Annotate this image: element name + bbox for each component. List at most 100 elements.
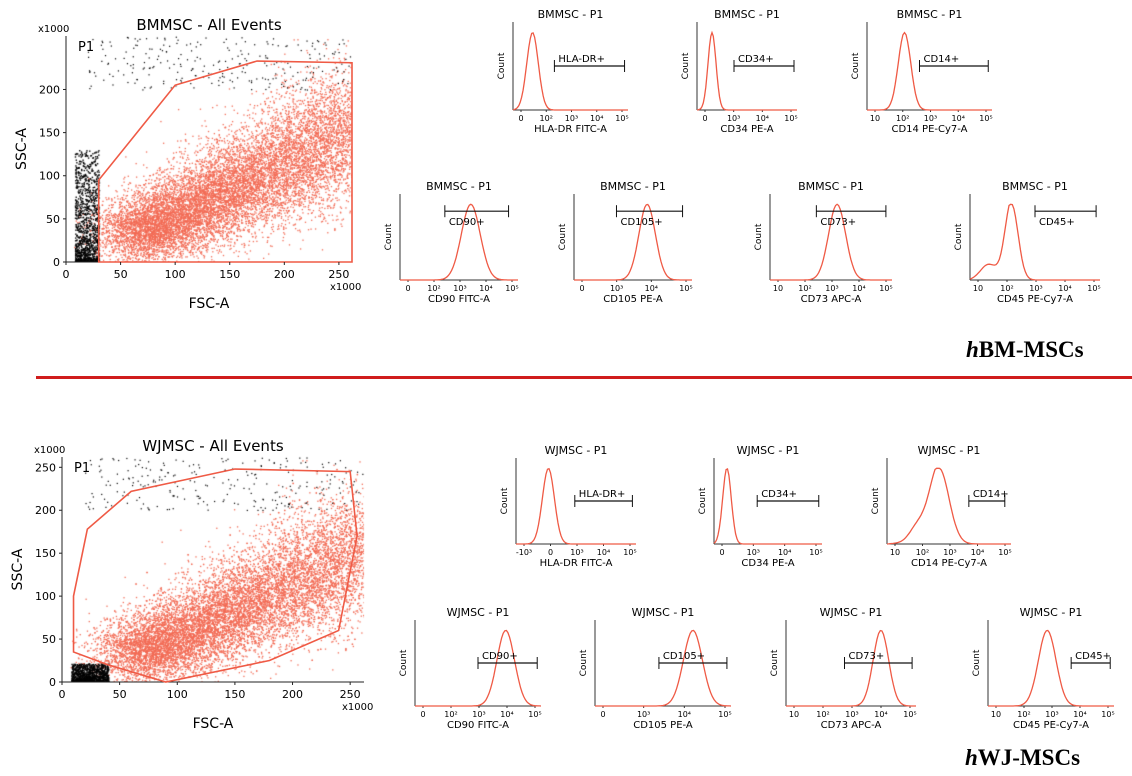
gate-label: CD45+ bbox=[1075, 651, 1111, 662]
y-tick-label: 250 bbox=[35, 461, 56, 474]
x-tick-label: 0 bbox=[600, 710, 605, 719]
histogram: WJMSC - P1 Count 10 10² 10³ 10⁴ 10⁵ CD14 PE-Cy7… bbox=[871, 444, 1012, 569]
gate-label: HLA-DR+ bbox=[558, 54, 605, 65]
gate-label: CD34+ bbox=[738, 54, 774, 65]
y-tick-label: 150 bbox=[35, 547, 56, 560]
x-tick-label: 250 bbox=[328, 268, 349, 281]
x-tick-label: 10³ bbox=[825, 284, 838, 293]
histogram: BMMSC - P1 Count 0 10³ 10⁴ 10⁵ CD105 PE-A CD105… bbox=[558, 180, 693, 305]
scatter-plot: P10 50 100 150 200 250050100150200250x1000x10… bbox=[10, 437, 373, 732]
section-label-bm: hBM-MSCs bbox=[966, 337, 1084, 363]
histogram-curve bbox=[770, 203, 892, 281]
histogram-curve bbox=[867, 31, 992, 111]
x-tick-label: 10³ bbox=[1029, 284, 1042, 293]
x-tick-label: 10³ bbox=[610, 284, 623, 293]
x-tick-label: 10⁴ bbox=[952, 114, 965, 123]
x-tick-label: 10³ bbox=[565, 114, 578, 123]
y-axis-title: Count bbox=[384, 223, 394, 250]
x-tick-label: 10³ bbox=[943, 548, 956, 557]
gate-label: P1 bbox=[78, 40, 94, 55]
x-tick-label: 10 bbox=[973, 284, 983, 293]
histogram-title: WJMSC - P1 bbox=[820, 606, 883, 619]
x-tick-label: 10⁵ bbox=[615, 114, 628, 123]
y-tick-label: 0 bbox=[53, 256, 60, 269]
gate-label: CD73+ bbox=[820, 217, 856, 228]
section-divider bbox=[36, 376, 1132, 379]
histogram-curve bbox=[713, 467, 822, 545]
x-multiplier: x1000 bbox=[342, 702, 373, 713]
gate-label: CD73+ bbox=[849, 651, 885, 662]
x-tick-label: 10² bbox=[816, 710, 829, 719]
x-tick-label: 50 bbox=[113, 688, 127, 701]
histogram-title: WJMSC - P1 bbox=[632, 606, 695, 619]
x-tick-label: 10⁵ bbox=[679, 284, 692, 293]
y-tick-label: 0 bbox=[49, 676, 56, 689]
x-tick-label: 10 bbox=[870, 114, 880, 123]
y-tick-label: 150 bbox=[39, 127, 60, 140]
x-tick-label: 10⁵ bbox=[879, 284, 892, 293]
histogram-title: BMMSC - P1 bbox=[714, 8, 780, 21]
gate-label: CD105+ bbox=[620, 217, 662, 228]
x-axis-title: FSC-A bbox=[189, 296, 230, 312]
section-label-text: WJ-MSCs bbox=[977, 745, 1081, 770]
x-tick-label: 10² bbox=[1017, 710, 1030, 719]
gate-label: CD90+ bbox=[482, 651, 518, 662]
section-label-wj: hWJ-MSCs bbox=[965, 745, 1080, 771]
x-tick-label: 10⁵ bbox=[528, 710, 541, 719]
x-tick-label: 10² bbox=[444, 710, 457, 719]
histogram-title: BMMSC - P1 bbox=[426, 180, 492, 193]
y-axis-title: Count bbox=[579, 649, 589, 676]
x-tick-label: 10⁵ bbox=[998, 548, 1011, 557]
x-axis-title: CD45 PE-Cy7-A bbox=[997, 294, 1073, 305]
histogram-curve bbox=[886, 467, 1011, 545]
y-tick-label: 200 bbox=[39, 83, 60, 96]
histogram: BMMSC - P1 Count 0 10³ 10⁴ 10⁵ CD34 PE-A CD34+ bbox=[681, 8, 798, 135]
gate-label: CD34+ bbox=[761, 489, 797, 500]
gate-label: CD14+ bbox=[924, 54, 960, 65]
histogram-title: BMMSC - P1 bbox=[1002, 180, 1068, 193]
x-tick-label: -10³ bbox=[516, 548, 532, 557]
histogram-title: WJMSC - P1 bbox=[918, 444, 981, 457]
x-tick-label: 10⁵ bbox=[809, 548, 822, 557]
x-tick-label: 10⁴ bbox=[479, 284, 492, 293]
y-tick-label: 200 bbox=[35, 504, 56, 517]
x-tick-label: 10³ bbox=[453, 284, 466, 293]
gate-label: CD14+ bbox=[973, 489, 1009, 500]
x-tick-label: 0 bbox=[63, 268, 70, 281]
section-label-prefix: h bbox=[966, 337, 979, 362]
x-tick-label: 0 bbox=[719, 548, 724, 557]
y-axis-title: SSC-A bbox=[14, 128, 30, 170]
chart-title: WJMSC - All Events bbox=[142, 437, 283, 455]
y-axis-title: Count bbox=[851, 52, 861, 79]
x-tick-label: 0 bbox=[405, 284, 410, 293]
histogram: BMMSC - P1 Count 10 10² 10³ 10⁴ 10⁵ CD14 PE-Cy7… bbox=[851, 8, 993, 135]
x-tick-label: 10 bbox=[773, 284, 783, 293]
y-axis-title: Count bbox=[770, 649, 780, 676]
x-axis-title: CD73 APC-A bbox=[821, 720, 882, 731]
histogram-title: BMMSC - P1 bbox=[897, 8, 963, 21]
x-tick-label: 150 bbox=[219, 268, 240, 281]
x-tick-label: 10⁵ bbox=[1087, 284, 1100, 293]
x-tick-label: 10³ bbox=[845, 710, 858, 719]
gate-label: CD105+ bbox=[663, 651, 705, 662]
x-tick-label: 10⁵ bbox=[903, 710, 916, 719]
x-tick-label: 10⁴ bbox=[500, 710, 513, 719]
histogram-curve bbox=[988, 629, 1114, 707]
section-label-prefix: h bbox=[965, 745, 978, 770]
x-tick-label: 10⁴ bbox=[778, 548, 791, 557]
histogram-title: WJMSC - P1 bbox=[545, 444, 608, 457]
x-tick-label: 0 bbox=[420, 710, 425, 719]
x-axis-title: CD90 FITC-A bbox=[447, 720, 509, 731]
histogram: WJMSC - P1 Count 0 10³ 10⁴ 10⁵ CD105 PE-A CD105… bbox=[579, 606, 732, 731]
y-axis-title: Count bbox=[399, 649, 409, 676]
histogram-curve bbox=[512, 32, 628, 111]
x-axis-title: CD45 PE-Cy7-A bbox=[1013, 720, 1089, 731]
x-tick-label: 10² bbox=[1000, 284, 1013, 293]
x-tick-label: 100 bbox=[167, 688, 188, 701]
x-tick-label: 10² bbox=[540, 114, 553, 123]
histogram-curve bbox=[415, 629, 542, 707]
y-tick-label: 100 bbox=[35, 590, 56, 603]
x-tick-label: 10⁴ bbox=[874, 710, 887, 719]
